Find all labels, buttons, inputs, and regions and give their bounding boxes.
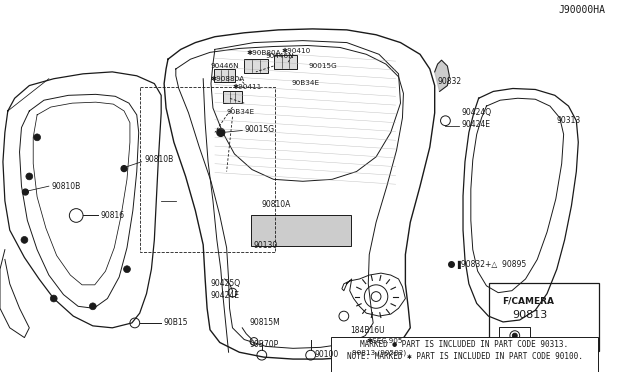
Text: 90015G: 90015G — [244, 125, 275, 134]
Text: 184B16U: 184B16U — [349, 326, 385, 335]
Text: 90832: 90832 — [438, 77, 461, 86]
FancyBboxPatch shape — [223, 92, 243, 103]
Circle shape — [90, 303, 96, 310]
FancyBboxPatch shape — [244, 59, 268, 73]
FancyBboxPatch shape — [251, 215, 351, 246]
FancyBboxPatch shape — [490, 283, 599, 351]
Text: 90810A: 90810A — [262, 200, 291, 209]
Text: 90813: 90813 — [512, 310, 547, 320]
Circle shape — [21, 237, 28, 243]
Circle shape — [26, 173, 33, 180]
Circle shape — [513, 333, 517, 338]
Text: ✱90411: ✱90411 — [232, 84, 262, 90]
Text: ✱90B80A: ✱90B80A — [246, 50, 281, 56]
Circle shape — [124, 266, 131, 273]
Text: 90815M: 90815M — [249, 318, 280, 327]
Text: ✱90880A: ✱90880A — [210, 76, 244, 81]
FancyBboxPatch shape — [499, 327, 531, 344]
Polygon shape — [435, 60, 449, 92]
Text: J90000HA: J90000HA — [559, 5, 605, 15]
Text: 90313: 90313 — [557, 116, 581, 125]
Circle shape — [51, 295, 57, 302]
Text: 90810B: 90810B — [145, 155, 174, 164]
FancyBboxPatch shape — [214, 70, 236, 82]
Text: MARKED ● PART IS INCLUDED IN PART CODE 90313.: MARKED ● PART IS INCLUDED IN PART CODE 9… — [360, 340, 568, 349]
Text: 90424Q: 90424Q — [461, 108, 491, 118]
Circle shape — [22, 189, 28, 195]
Text: 90424E: 90424E — [210, 291, 239, 300]
Text: 90B15: 90B15 — [163, 318, 188, 327]
Text: ▐90832+△  90895: ▐90832+△ 90895 — [455, 260, 527, 269]
Text: ✱90410: ✱90410 — [282, 48, 310, 54]
Circle shape — [34, 134, 40, 141]
Circle shape — [121, 166, 127, 171]
Circle shape — [217, 129, 225, 137]
Text: 90810B: 90810B — [52, 182, 81, 191]
Text: 90446N: 90446N — [266, 53, 294, 59]
Text: NOTE: MARKED ✱ PART IS INCLUDED IN PART CODE 90100.: NOTE: MARKED ✱ PART IS INCLUDED IN PART … — [347, 352, 582, 361]
Text: 90816: 90816 — [100, 211, 125, 220]
Text: 90446N: 90446N — [210, 63, 239, 69]
Text: 90130: 90130 — [254, 241, 278, 250]
Text: 90100: 90100 — [314, 350, 339, 359]
Text: 90424E: 90424E — [461, 120, 490, 129]
Text: 90813 (90502): 90813 (90502) — [351, 349, 406, 356]
Text: 90425Q: 90425Q — [210, 279, 240, 288]
Text: F/CAMERA: F/CAMERA — [502, 296, 554, 305]
Text: 90B70P: 90B70P — [249, 340, 278, 349]
Text: 90015G: 90015G — [308, 63, 337, 69]
Text: 90B34E: 90B34E — [227, 109, 255, 115]
Text: ✱SEC.905: ✱SEC.905 — [366, 337, 403, 344]
FancyBboxPatch shape — [273, 55, 297, 69]
Text: 90B34E: 90B34E — [291, 80, 319, 86]
